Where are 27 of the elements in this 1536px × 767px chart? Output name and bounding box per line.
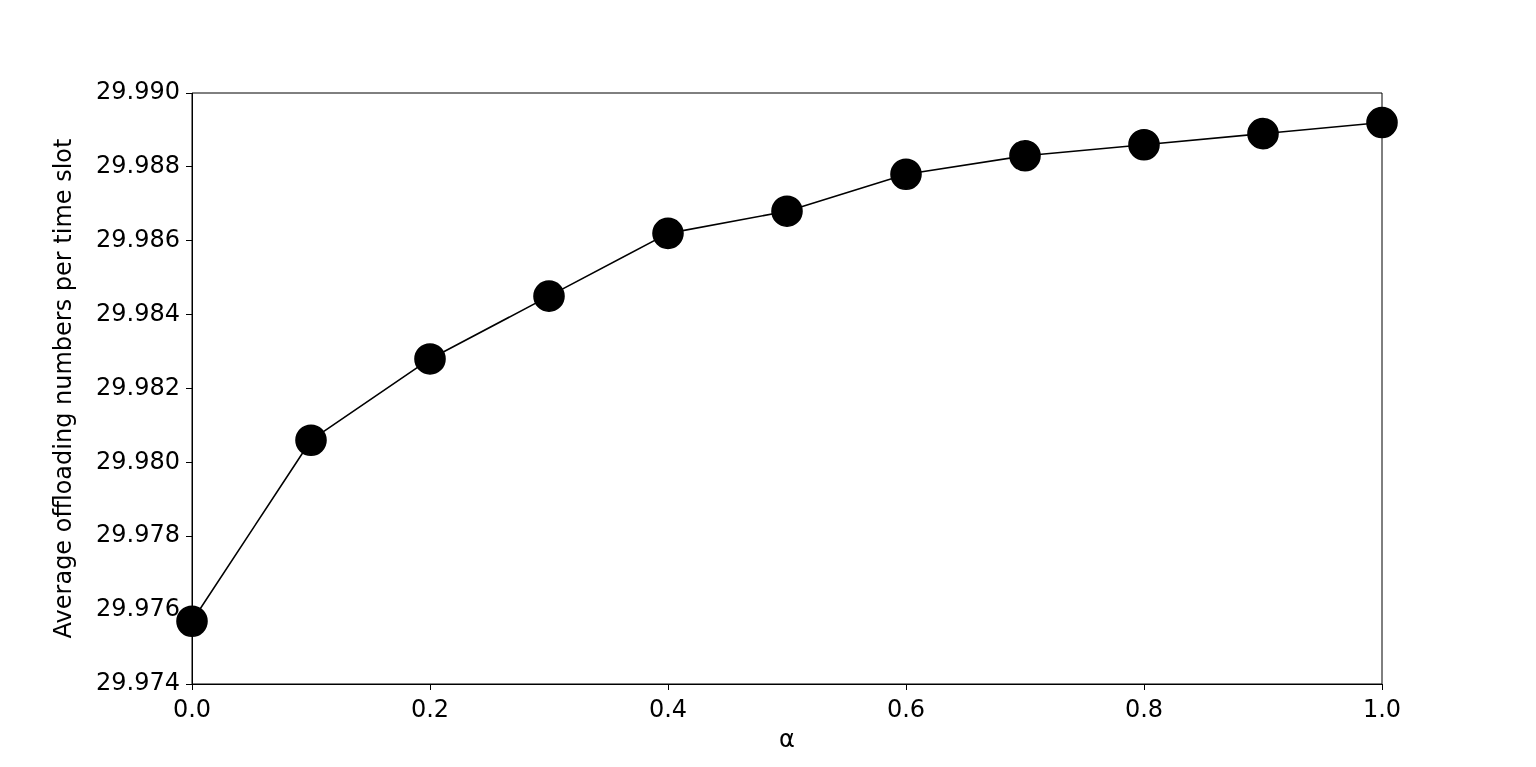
point xyxy=(1366,106,1398,139)
y-axis-title: Average offloading numbers per time slot xyxy=(48,138,77,639)
point xyxy=(890,158,922,191)
x-tick-label: 0.8 xyxy=(1124,694,1164,723)
point xyxy=(1247,117,1279,150)
y-tick-label: 29.986 xyxy=(96,224,180,253)
point xyxy=(771,195,803,227)
point xyxy=(652,217,684,250)
x-tick-label: 0.4 xyxy=(648,694,688,723)
y-tick-label: 29.974 xyxy=(96,668,180,697)
x-tick-label: 0.0 xyxy=(172,694,212,723)
y-tick-label: 29.982 xyxy=(96,372,180,401)
x-tick-label: 0.6 xyxy=(886,694,926,723)
point xyxy=(1009,139,1041,172)
y-tick-label: 29.980 xyxy=(96,446,180,475)
y-tick-label: 29.988 xyxy=(96,151,180,180)
x-axis-title: α xyxy=(779,724,795,753)
y-tick-label: 29.984 xyxy=(96,298,180,327)
y-tick-label: 29.976 xyxy=(96,594,180,623)
y-tick-label: 29.990 xyxy=(96,77,180,106)
point xyxy=(1128,128,1160,161)
point xyxy=(295,424,327,457)
point xyxy=(533,280,565,312)
x-tick-label: 0.2 xyxy=(410,694,450,723)
x-tick-label: 1.0 xyxy=(1362,694,1402,723)
y-tick-label: 29.978 xyxy=(96,520,180,549)
point xyxy=(414,343,446,375)
